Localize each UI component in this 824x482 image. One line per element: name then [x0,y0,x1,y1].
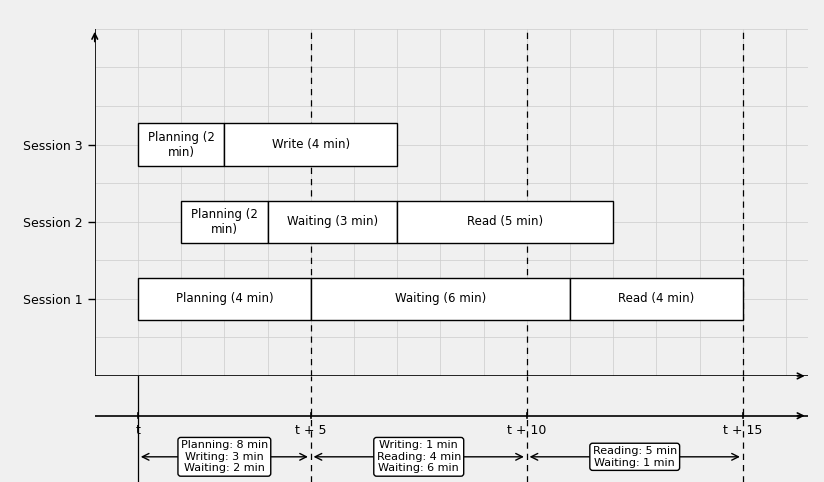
Text: Planning (4 min): Planning (4 min) [176,293,274,305]
Text: Waiting (3 min): Waiting (3 min) [287,215,378,228]
Text: Writing: 1 min
Reading: 4 min
Waiting: 6 min: Writing: 1 min Reading: 4 min Waiting: 6… [377,440,461,473]
Bar [181,201,268,243]
Text: Planning (2
min): Planning (2 min) [191,208,258,236]
Text: Reading: 5 min
Waiting: 1 min: Reading: 5 min Waiting: 1 min [592,446,677,468]
Bar [570,278,742,320]
Text: Read (4 min): Read (4 min) [618,293,695,305]
Bar [311,278,570,320]
Bar [138,278,311,320]
Bar [138,123,224,166]
Text: Read (5 min): Read (5 min) [467,215,543,228]
Bar [397,201,613,243]
Text: Planning (2
min): Planning (2 min) [147,131,214,159]
Text: t + 15: t + 15 [723,424,762,437]
Text: Waiting (6 min): Waiting (6 min) [395,293,486,305]
Text: t + 10: t + 10 [507,424,546,437]
Text: Planning: 8 min
Writing: 3 min
Waiting: 2 min: Planning: 8 min Writing: 3 min Waiting: … [180,440,268,473]
Text: Write (4 min): Write (4 min) [272,138,350,151]
Bar [224,123,397,166]
Bar [268,201,397,243]
Text: t: t [135,424,140,437]
Text: t + 5: t + 5 [295,424,326,437]
